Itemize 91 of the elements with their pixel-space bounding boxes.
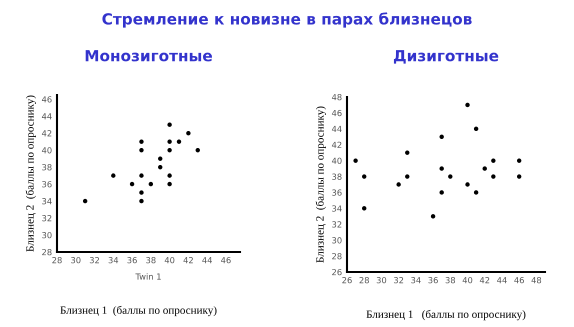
y-tick-label: 28 [42, 248, 52, 256]
y-axis-title: Близнец 2 (баллы по опроснику) [316, 106, 326, 263]
point [491, 174, 496, 179]
point [474, 126, 478, 132]
y-tick-label: 32 [42, 215, 52, 222]
point [158, 156, 162, 161]
y-tick-label: 30 [42, 232, 52, 238]
point [139, 190, 144, 195]
x-tick-label: 30 [71, 257, 81, 264]
point [148, 182, 154, 186]
y-tick-label: 38 [42, 164, 52, 170]
x-tick-label: 34 [411, 277, 421, 284]
x-tick-label: 38 [146, 257, 156, 264]
point [167, 148, 172, 152]
point [111, 173, 116, 178]
y-tick-label: 34 [42, 198, 52, 204]
point [130, 182, 134, 186]
y-tick-label: 42 [42, 130, 52, 136]
y-tick-label: 30 [332, 237, 342, 244]
x-tick-label: 40 [164, 257, 174, 264]
text: Близнец 1 (баллы по опроснику) [60, 306, 217, 316]
point [353, 158, 358, 163]
x-tick-label: 30 [376, 277, 386, 284]
point [139, 148, 144, 152]
x-tick-label: 26 [342, 277, 352, 284]
y-tick-label: 48 [332, 94, 342, 100]
point [491, 158, 496, 163]
y-tick-label: 46 [42, 96, 52, 103]
x-axis-title: Близнец 1 (баллы по опроснику) [366, 310, 526, 320]
y-tick-label: 28 [332, 253, 342, 260]
x-tick-label: 32 [394, 277, 404, 284]
point [516, 174, 522, 179]
point [440, 190, 444, 195]
point [465, 102, 470, 108]
x-tick-label: 42 [480, 277, 490, 284]
y-tick-label: 32 [332, 221, 342, 228]
x-tick-label: 46 [221, 257, 231, 264]
y-tick-label: 34 [332, 205, 342, 212]
y-axis-title: Близнец 2 (баллы по опроснику) [26, 95, 36, 252]
point [474, 190, 478, 195]
point [396, 182, 401, 187]
point [139, 173, 144, 178]
point [440, 166, 444, 171]
x-tick-label: 36 [428, 277, 438, 284]
y-tick-label: 26 [332, 268, 342, 276]
y-tick-label: 40 [42, 147, 52, 154]
point [167, 122, 172, 127]
point [139, 198, 144, 204]
point [82, 198, 88, 204]
point [139, 139, 144, 144]
chart-title: Дизиготные [394, 50, 498, 64]
x-tick-label: 44 [497, 277, 507, 284]
point [362, 174, 366, 179]
x-tick-label: 42 [183, 257, 193, 264]
x-tick-label: 32 [90, 257, 100, 264]
x-tick-label: 34 [108, 257, 118, 264]
x-tick-label: 38 [446, 277, 456, 284]
point [440, 134, 444, 139]
y-tick-label: 44 [332, 126, 342, 132]
point [186, 130, 191, 136]
y-tick-label: 40 [332, 158, 342, 164]
x-tick-label: 40 [462, 277, 472, 284]
chart-title: Монозиготные [86, 50, 212, 62]
x-tick-label: 44 [202, 257, 212, 264]
point [158, 164, 162, 170]
y-tick-label: 36 [42, 181, 52, 188]
y-tick-label: 38 [332, 174, 342, 180]
x-tick-label: 28 [52, 257, 62, 264]
y-tick-label: 36 [332, 189, 342, 196]
x-tick-label: 46 [514, 277, 524, 284]
point [465, 182, 470, 187]
point [167, 182, 172, 186]
y-tick-label: 46 [332, 110, 342, 116]
x-tick-label: 28 [360, 277, 369, 284]
point [176, 139, 182, 144]
y-tick-label: 44 [42, 113, 52, 120]
x-tick-label: 36 [127, 257, 137, 264]
point [430, 214, 436, 219]
text: Стремление к новизне в парах близнецов [102, 12, 472, 28]
point [167, 173, 172, 178]
x-axis-title: Twin 1 [135, 273, 161, 280]
point [482, 166, 487, 171]
point [405, 174, 410, 179]
point [362, 206, 366, 211]
x-tick-label: 48 [531, 277, 542, 284]
point [405, 150, 410, 155]
point [167, 139, 172, 144]
point [516, 158, 522, 163]
point [448, 174, 452, 179]
point [196, 148, 200, 152]
y-tick-label: 42 [332, 142, 342, 148]
